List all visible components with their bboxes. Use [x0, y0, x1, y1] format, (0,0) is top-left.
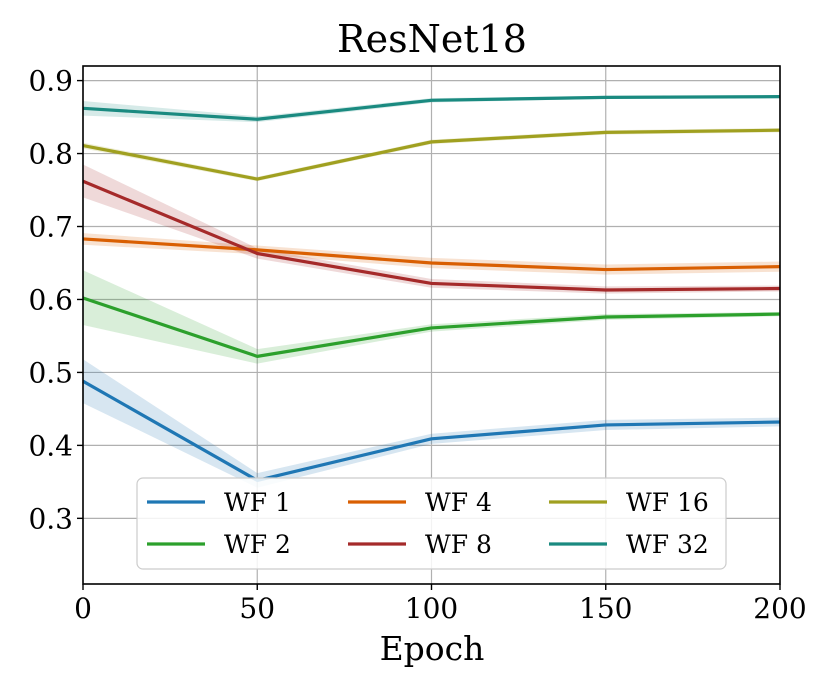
- x-axis-label: Epoch: [380, 629, 485, 668]
- line-series-2: [82, 237, 781, 272]
- x-tick-label-0: 0: [74, 592, 92, 625]
- y-tick-label-5: 0.8: [28, 138, 73, 171]
- y-tick-label-2: 0.5: [28, 356, 73, 389]
- line-series-1: [82, 296, 781, 358]
- legend-label-1: WF 2: [224, 530, 291, 559]
- y-tick-label-4: 0.7: [28, 211, 73, 244]
- legend-label-3: WF 8: [425, 530, 492, 559]
- legend: WF 1 WF 2 WF 4 WF 8 WF 16 WF 32: [136, 477, 727, 570]
- line-series-4: [82, 128, 781, 181]
- x-tick-label-4: 200: [753, 592, 806, 625]
- legend-label-5: WF 32: [626, 530, 709, 559]
- y-tick-label-1: 0.4: [28, 429, 73, 462]
- legend-label-4: WF 16: [626, 488, 709, 517]
- x-tick-label-2: 100: [405, 592, 458, 625]
- x-tick-label-1: 50: [239, 592, 275, 625]
- line-series-5: [82, 95, 781, 121]
- line-series-3: [82, 179, 781, 292]
- series-lines: [82, 95, 781, 482]
- axis-ticks: 0 50 100 150 200 0.3 0.4 0.5 0.6 0.7 0.8 0.9: [28, 65, 806, 625]
- line-series-0: [82, 379, 781, 482]
- y-tick-label-0: 0.3: [28, 502, 73, 535]
- y-tick-label-6: 0.9: [28, 65, 73, 98]
- legend-label-0: WF 1: [224, 488, 291, 517]
- y-tick-label-3: 0.6: [28, 283, 73, 316]
- legend-label-2: WF 4: [425, 488, 492, 517]
- band-series-2: [83, 233, 780, 275]
- chart-title: ResNet18: [337, 17, 527, 61]
- x-tick-label-3: 150: [579, 592, 632, 625]
